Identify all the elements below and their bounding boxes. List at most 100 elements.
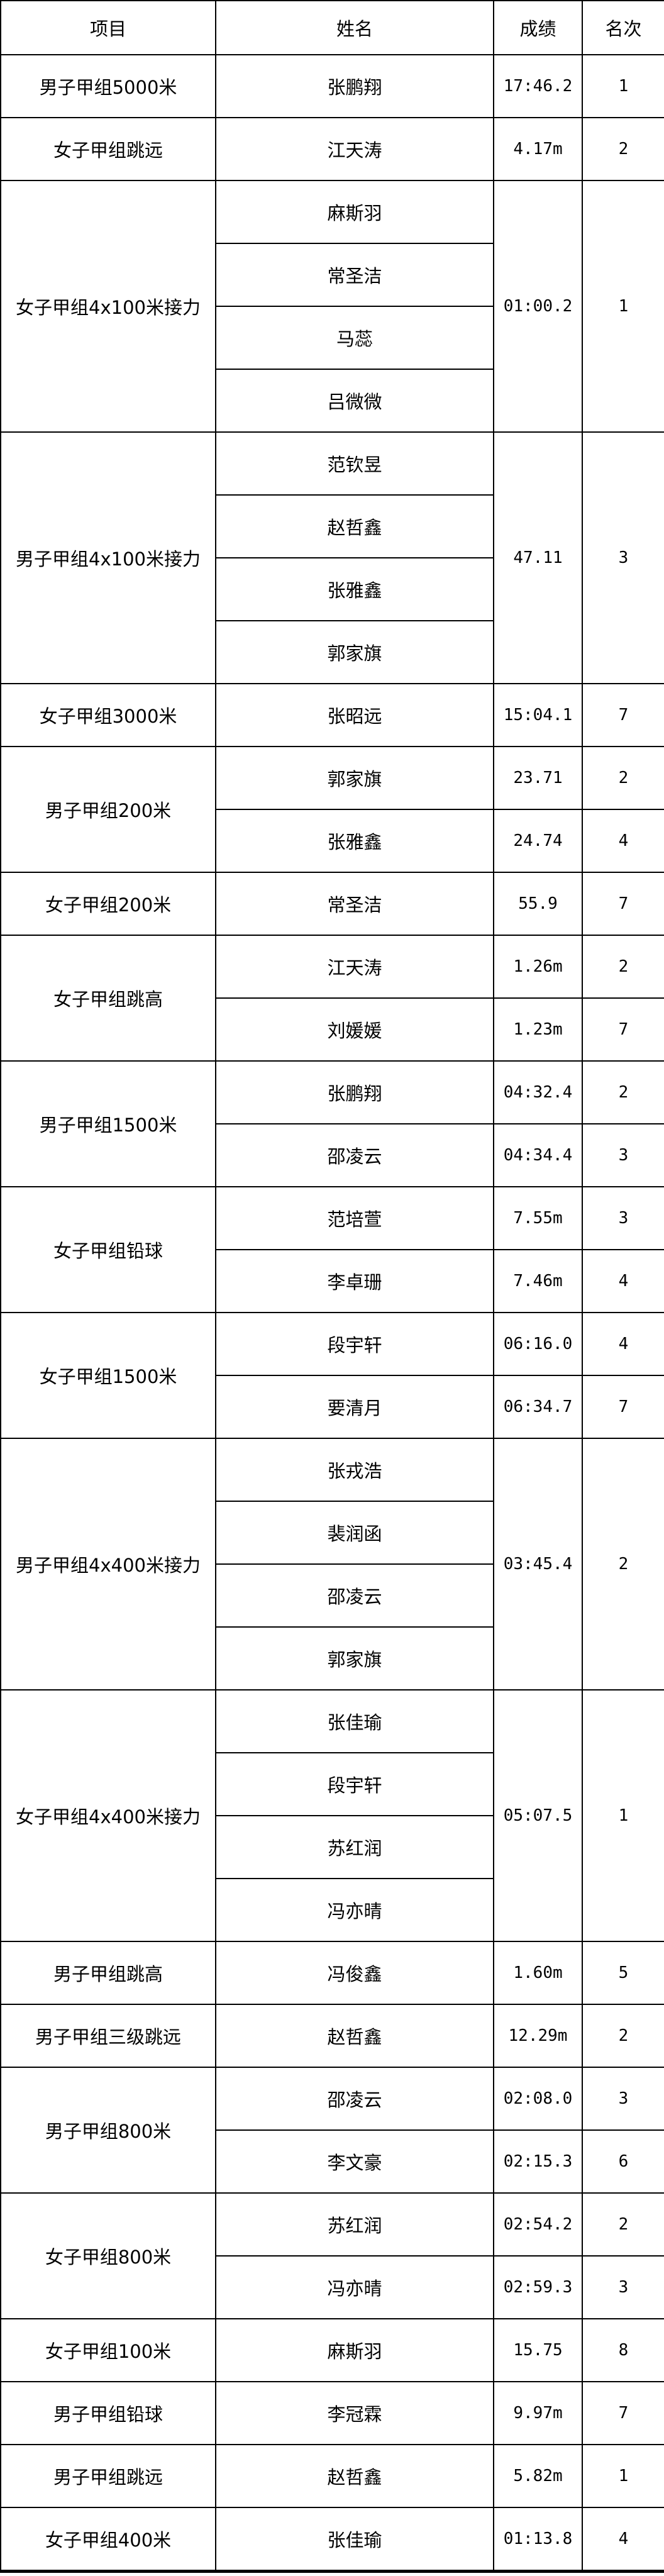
score-cell: 06:16.0: [493, 1312, 583, 1376]
rank-cell: 2: [582, 935, 664, 999]
score-cell: 17:46.2: [493, 54, 583, 118]
event-cell: 女子甲组3000米: [0, 683, 216, 747]
name-cell: 张佳瑜: [215, 1689, 494, 1753]
score-cell: 03:45.4: [493, 1438, 583, 1690]
name-cell: 苏红润: [215, 1815, 494, 1879]
name-cell: 裴润函: [215, 1501, 494, 1565]
rank-cell: 3: [582, 2255, 664, 2319]
table-row: 女子甲组800米 苏红润 02:54.2 2: [0, 2192, 664, 2319]
table-row: 女子甲组3000米 张昭远 15:04.1 7: [0, 683, 664, 747]
table-row: 女子甲组4x400米接力 张佳瑜 05:07.5 1: [0, 1689, 664, 1942]
rank-cell: 1: [582, 180, 664, 433]
header-cell: 姓名: [215, 0, 494, 55]
name-cell: 赵哲鑫: [215, 2444, 494, 2508]
event-cell: 男子甲组5000米: [0, 54, 216, 118]
table-row: 赵哲鑫: [1, 494, 664, 558]
name-cell: 张戎浩: [215, 1438, 494, 1502]
name-cell: 常圣洁: [215, 872, 494, 936]
score-cell: 04:32.4: [493, 1060, 583, 1124]
table-row: 男子甲组1500米 张鹏翔 04:32.4 2: [0, 1060, 664, 1187]
rank-cell: 3: [582, 431, 664, 684]
name-cell: 邵凌云: [215, 1563, 494, 1628]
score-cell: 01:00.2: [493, 180, 583, 433]
table-row: 女子甲组铅球 范培萱 7.55m 3: [0, 1186, 664, 1313]
rank-cell: 4: [582, 2507, 664, 2573]
name-cell: 赵哲鑫: [215, 494, 494, 558]
table-row: 邵凌云: [1, 1563, 664, 1628]
event-cell: 男子甲组铅球: [0, 2381, 216, 2445]
rank-cell: 7: [582, 683, 664, 747]
event-cell: 女子甲组400米: [0, 2507, 216, 2573]
table-row: 男子甲组三级跳远 赵哲鑫 12.29m 2: [0, 2004, 664, 2068]
table-row: 男子甲组200米 郭家旗 23.71 2: [0, 746, 664, 873]
event-cell: 男子甲组800米: [0, 2067, 216, 2194]
name-cell: 赵哲鑫: [215, 2004, 494, 2068]
name-cell: 张昭远: [215, 683, 494, 747]
score-cell: 06:34.7: [493, 1375, 583, 1439]
rank-cell: 2: [582, 1060, 664, 1124]
score-cell: 02:59.3: [493, 2255, 583, 2319]
event-cell: 女子甲组铅球: [0, 1186, 216, 1313]
rank-cell: 8: [582, 2318, 664, 2382]
table-row: 男子甲组4x400米接力 张戎浩 03:45.4 2: [0, 1438, 664, 1690]
table-row: 女子甲组100米 麻斯羽 15.75 8: [0, 2318, 664, 2382]
table-row: 冯亦晴: [1, 1878, 664, 1942]
score-cell: 02:54.2: [493, 2192, 583, 2257]
table-row: 裴润函: [1, 1501, 664, 1565]
name-cell: 张鹏翔: [215, 54, 494, 118]
header-cell: 名次: [582, 0, 664, 55]
table-row: 女子甲组1500米 段宇轩 06:16.0 4: [0, 1312, 664, 1439]
score-cell: 1.26m: [493, 935, 583, 999]
name-cell: 张雅鑫: [215, 809, 494, 873]
table-row: 男子甲组跳高 冯俊鑫 1.60m 5: [0, 1941, 664, 2005]
rank-cell: 1: [582, 54, 664, 118]
rank-cell: 3: [582, 1186, 664, 1250]
table-row: 刘媛媛 1.23m 7: [1, 997, 664, 1062]
table-row: 男子甲组800米 邵凌云 02:08.0 3: [0, 2067, 664, 2194]
rank-cell: 7: [582, 1375, 664, 1439]
table-header: 项目 姓名 成绩 名次: [0, 0, 664, 55]
header-cell: 项目: [0, 0, 216, 55]
header-cell: 成绩: [493, 0, 583, 55]
event-cell: 女子甲组800米: [0, 2192, 216, 2319]
table-row: 男子甲组铅球 李冠霖 9.97m 7: [0, 2381, 664, 2445]
table-row: 张雅鑫 24.74 4: [1, 809, 664, 873]
score-cell: 01:13.8: [493, 2507, 583, 2573]
rank-cell: 7: [582, 872, 664, 936]
name-cell: 江天涛: [215, 117, 494, 181]
table-row: 男子甲组4x100米接力 范钦昱 47.11 3: [0, 431, 664, 684]
name-cell: 范钦昱: [215, 431, 494, 496]
name-cell: 段宇轩: [215, 1312, 494, 1376]
score-cell: 04:34.4: [493, 1123, 583, 1187]
event-cell: 女子甲组1500米: [0, 1312, 216, 1439]
table-row: 张雅鑫: [1, 557, 664, 621]
table-row: 段宇轩: [1, 1752, 664, 1816]
score-cell: 4.17m: [493, 117, 583, 181]
rank-cell: 3: [582, 2067, 664, 2131]
rank-cell: 2: [582, 746, 664, 810]
name-cell: 郭家旗: [215, 746, 494, 810]
rank-cell: 4: [582, 1312, 664, 1376]
name-cell: 李文豪: [215, 2129, 494, 2194]
rank-cell: 6: [582, 2129, 664, 2194]
score-cell: 24.74: [493, 809, 583, 873]
rank-cell: 4: [582, 1249, 664, 1313]
score-cell: 47.11: [493, 431, 583, 684]
event-cell: 男子甲组200米: [0, 746, 216, 873]
name-cell: 要清月: [215, 1375, 494, 1439]
event-cell: 男子甲组跳高: [0, 1941, 216, 2005]
name-cell: 邵凌云: [215, 1123, 494, 1187]
score-cell: 5.82m: [493, 2444, 583, 2508]
name-cell: 李冠霖: [215, 2381, 494, 2445]
name-cell: 麻斯羽: [215, 180, 494, 244]
table-row: 郭家旗: [1, 620, 664, 684]
name-cell: 李卓珊: [215, 1249, 494, 1313]
table-row: 马蕊: [1, 306, 664, 370]
event-cell: 女子甲组跳远: [0, 117, 216, 181]
name-cell: 邵凌云: [215, 2067, 494, 2131]
name-cell: 冯俊鑫: [215, 1941, 494, 2005]
name-cell: 张佳瑜: [215, 2507, 494, 2573]
score-cell: 7.46m: [493, 1249, 583, 1313]
table-body: 男子甲组5000米 张鹏翔 17:46.2 1 女子甲组跳远 江天涛 4.17m 2 女子甲组4…: [0, 54, 664, 2573]
name-cell: 张鹏翔: [215, 1060, 494, 1124]
